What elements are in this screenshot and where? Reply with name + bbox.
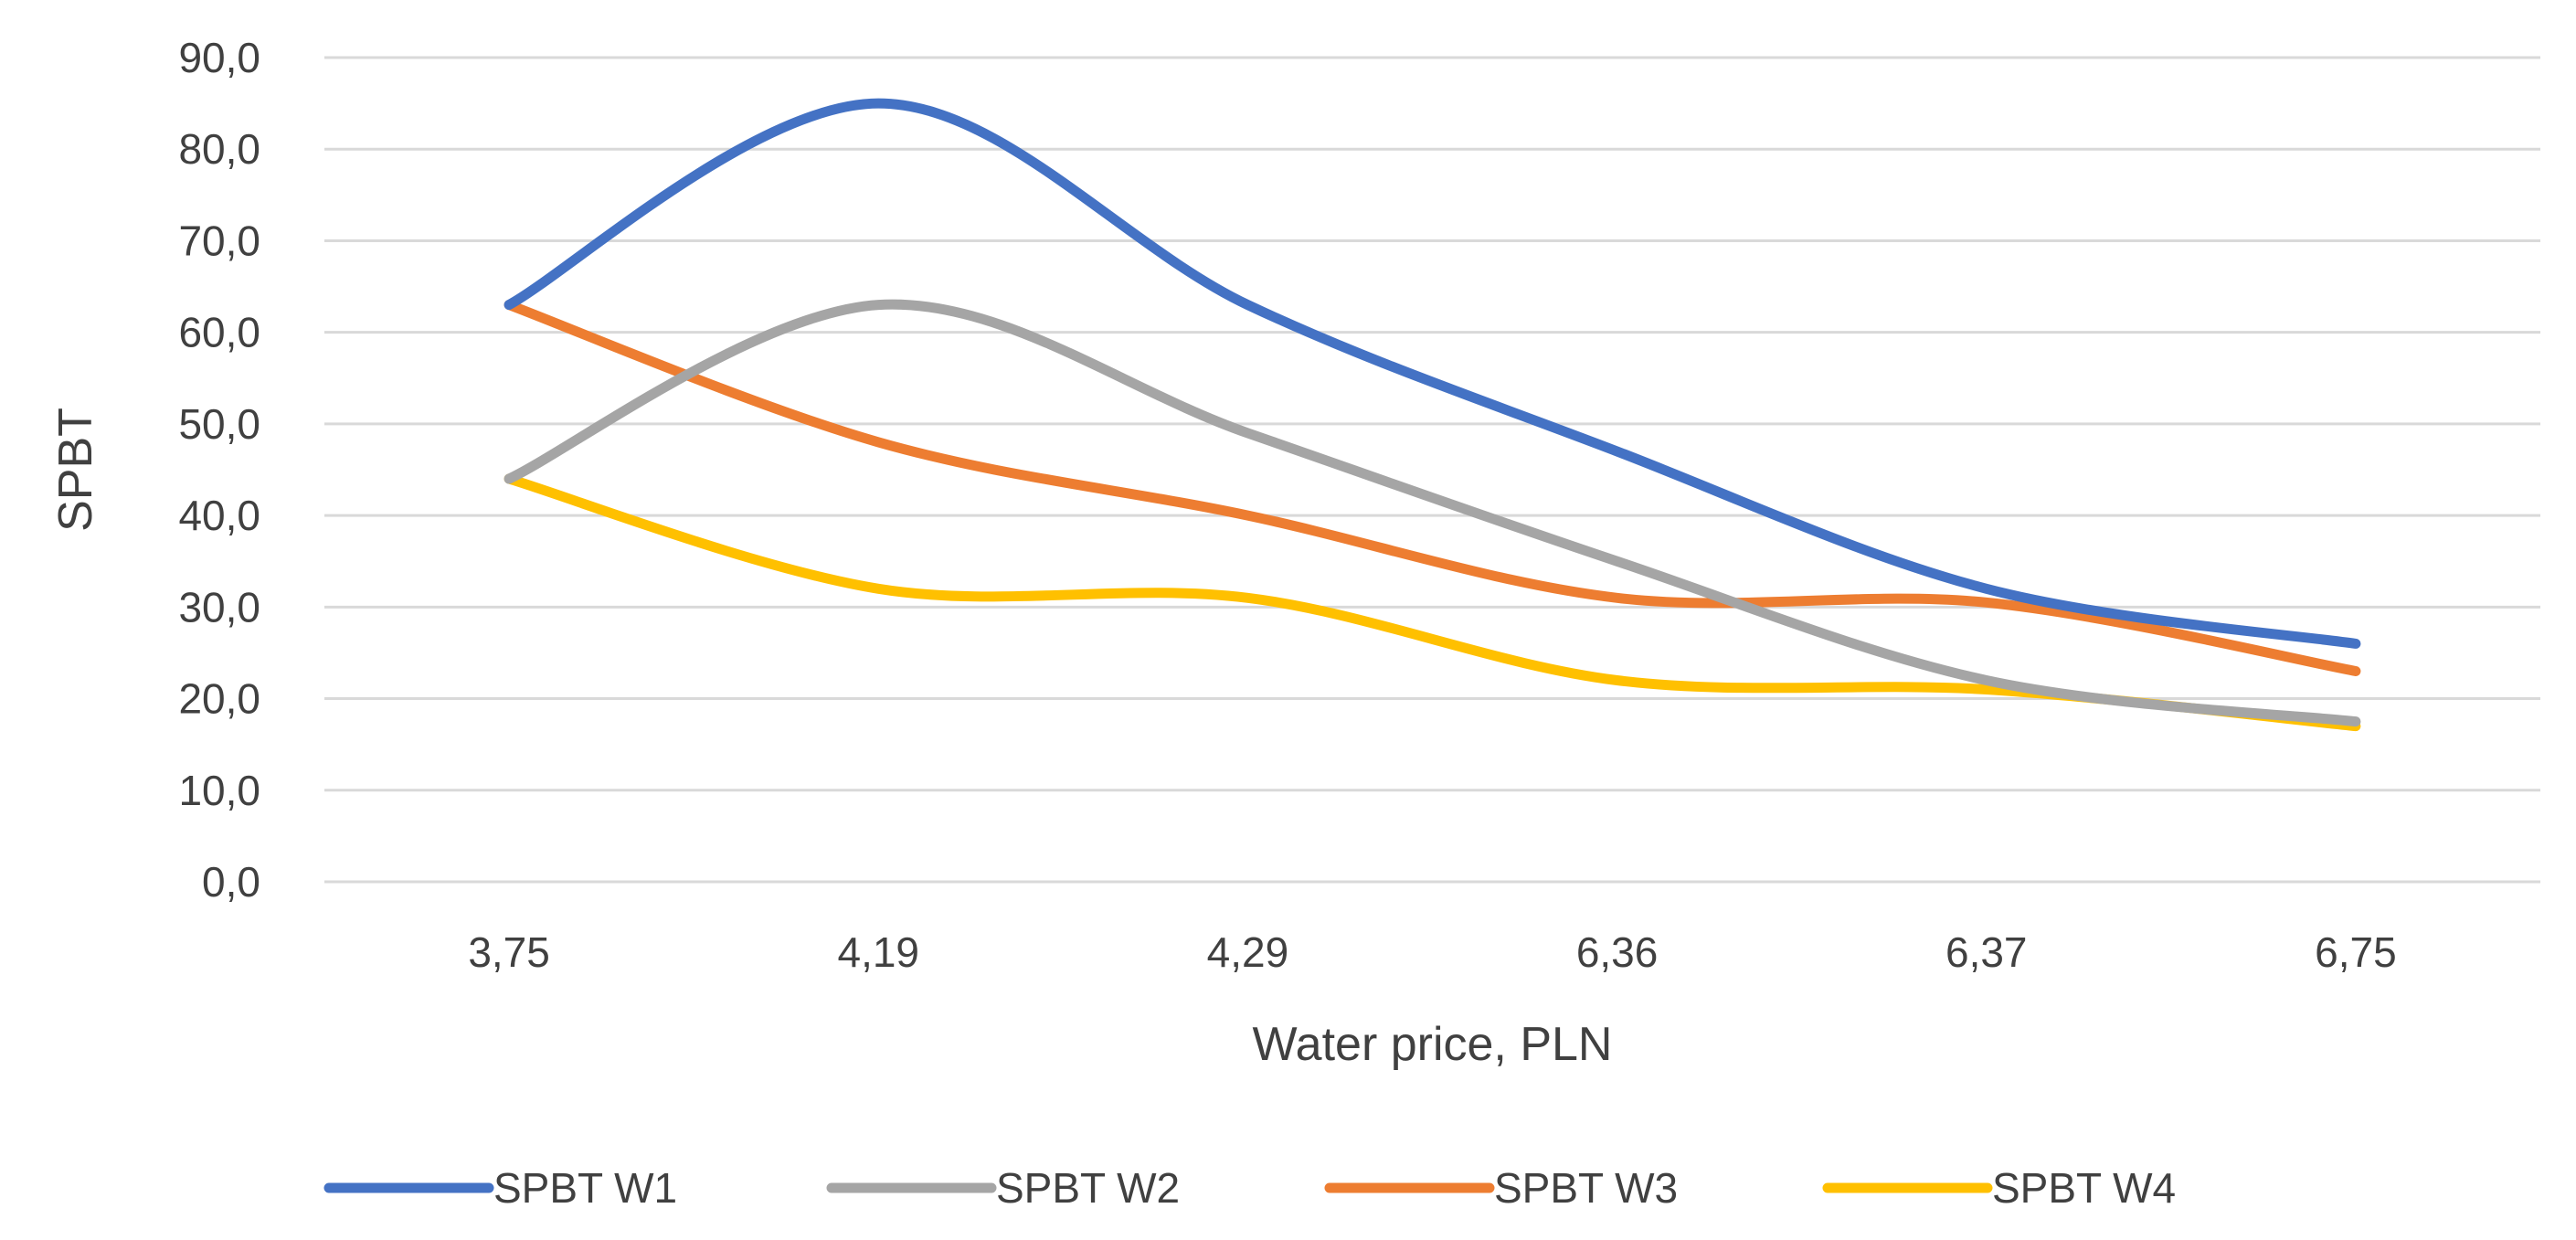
x-tick-label: 3,75: [468, 928, 550, 976]
legend-label: SPBT W4: [1992, 1164, 2176, 1212]
y-tick-label: 80,0: [178, 125, 260, 173]
legend-label: SPBT W1: [493, 1164, 677, 1212]
y-tick-label: 50,0: [178, 400, 260, 448]
series-lines: [504, 98, 2361, 732]
y-tick-label: 30,0: [178, 583, 260, 631]
legend: SPBT W1 SPBT W2 SPBT W3 SPBT W4: [323, 1164, 2176, 1212]
y-tick-label: 20,0: [178, 675, 260, 723]
gridlines: [324, 56, 2540, 884]
y-tick-label: 90,0: [178, 34, 260, 81]
series-line-spbt-w1: [504, 98, 2361, 649]
y-tick-label: 10,0: [178, 767, 260, 814]
legend-label: SPBT W2: [996, 1164, 1180, 1212]
x-tick-label: 6,37: [1945, 928, 2028, 976]
x-tick-label: 4,19: [837, 928, 919, 976]
x-axis-ticks: 3,75 4,19 4,29 6,36 6,37 6,75: [468, 928, 2396, 976]
y-axis-title: SPBT: [49, 408, 102, 532]
y-tick-label: 70,0: [178, 217, 260, 264]
y-axis-ticks: 0,0 10,0 20,0 30,0 40,0 50,0 60,0 70,0 80,0 90,0: [178, 34, 260, 906]
y-tick-label: 60,0: [178, 309, 260, 356]
x-tick-label: 4,29: [1207, 928, 1289, 976]
y-tick-label: 0,0: [202, 858, 260, 906]
x-tick-label: 6,75: [2315, 928, 2397, 976]
x-axis-title: Water price, PLN: [1253, 1018, 1613, 1071]
y-tick-label: 40,0: [178, 492, 260, 539]
series-line-spbt-w2: [504, 299, 2361, 727]
series-line-spbt-w3: [504, 300, 2361, 676]
x-tick-label: 6,36: [1576, 928, 1659, 976]
legend-label: SPBT W3: [1494, 1164, 1678, 1212]
